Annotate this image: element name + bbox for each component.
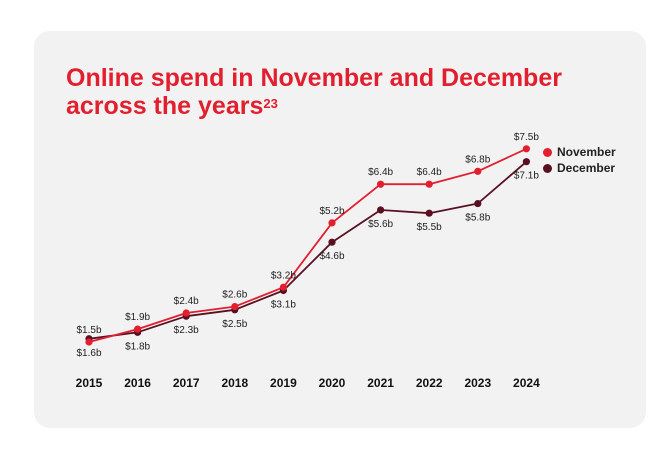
x-tick-label-2019: 2019 [270, 376, 297, 390]
data-label-november-2021: $6.4b [368, 167, 393, 178]
legend-label-december: December [557, 161, 616, 175]
x-tick-label-2016: 2016 [124, 376, 151, 390]
data-label-december-2023: $5.8b [465, 213, 490, 224]
chart-title-text: Online spend in November and December ac… [66, 64, 562, 120]
data-label-december-2021: $5.6b [368, 219, 393, 230]
x-tick-label-2024: 2024 [513, 376, 540, 390]
x-axis: 2015 2016 2017 2018 2019 2020 2021 2022 2023 2024 [76, 376, 540, 390]
data-point-november-2015 [85, 338, 93, 346]
data-labels: $1.5b $1.6b $1.9b $1.8b $2.4b $2.3b $2.6b $2.5b… [76, 132, 539, 359]
data-point-november-2023 [474, 167, 482, 175]
data-label-december-2024: $7.1b [514, 171, 539, 182]
data-point-december-2022 [425, 209, 433, 217]
data-point-november-2021 [377, 180, 385, 188]
legend: November December [543, 144, 616, 176]
legend-item-december: December [543, 160, 616, 176]
title-footnote-ref: 23 [263, 96, 278, 111]
data-label-december-2018: $2.5b [222, 319, 247, 330]
data-point-november-2017 [182, 309, 190, 317]
x-tick-label-2021: 2021 [367, 376, 394, 390]
data-label-november-2018: $2.6b [222, 290, 247, 301]
data-label-december-2022: $5.5b [417, 222, 442, 233]
x-tick-label-2023: 2023 [464, 376, 491, 390]
data-label-november-2017: $2.4b [174, 296, 199, 307]
data-point-december-2020 [328, 238, 336, 246]
x-tick-label-2015: 2015 [76, 376, 103, 390]
data-point-november-2020 [328, 219, 336, 227]
chart-card [34, 31, 646, 428]
data-point-november-2022 [425, 180, 433, 188]
data-point-december-2024 [522, 158, 531, 166]
series-line-november [88, 147, 527, 343]
legend-swatch-december [543, 163, 552, 173]
data-label-december-2017: $2.3b [174, 325, 199, 336]
data-point-december-2021 [377, 206, 385, 214]
series-line-december [88, 161, 527, 340]
x-tick-label-2022: 2022 [416, 376, 443, 390]
data-point-november-2019 [279, 283, 287, 291]
data-label-november-2015: $1.5b [76, 325, 101, 336]
series-points [85, 145, 531, 346]
data-label-november-2019: $3.2b [271, 270, 296, 281]
data-point-november-2018 [231, 302, 239, 311]
legend-item-november: November [543, 144, 616, 160]
data-label-november-2022: $6.4b [417, 167, 442, 178]
legend-swatch-november [543, 147, 552, 157]
series-lines [88, 147, 527, 343]
data-point-november-2024 [522, 145, 531, 153]
data-label-november-2020: $5.2b [319, 206, 344, 217]
data-label-november-2016: $1.9b [125, 312, 150, 323]
data-point-november-2016 [134, 325, 142, 333]
data-label-december-2016: $1.8b [125, 341, 150, 352]
data-label-december-2015: $1.6b [76, 348, 101, 359]
data-label-december-2019: $3.1b [271, 299, 296, 310]
x-tick-label-2017: 2017 [173, 376, 200, 390]
data-label-november-2024: $7.5b [514, 132, 539, 143]
chart-title: Online spend in November and December ac… [66, 64, 606, 120]
x-tick-label-2020: 2020 [319, 376, 346, 390]
data-label-november-2023: $6.8b [465, 154, 490, 165]
x-tick-label-2018: 2018 [221, 376, 248, 390]
data-point-december-2023 [474, 199, 482, 208]
legend-label-november: November [557, 145, 616, 159]
data-label-december-2020: $4.6b [319, 251, 344, 262]
